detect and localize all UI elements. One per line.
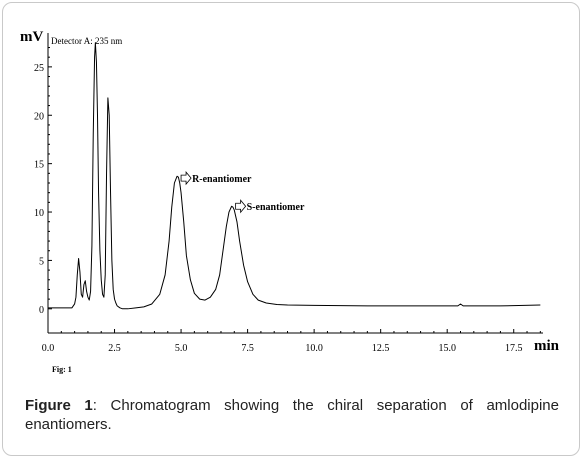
y-tick-label: 10	[34, 208, 44, 219]
y-tick-label: 25	[34, 63, 44, 74]
y-tick-label: 0	[39, 305, 44, 316]
annotation-label: S-enantiomer	[247, 202, 305, 213]
x-tick-label: 5.0	[175, 343, 188, 354]
caption-text: : Chromatogram showing the chiral separa…	[25, 397, 559, 433]
y-tick-label: 5	[39, 256, 44, 267]
peak-annotation: S-enantiomer	[235, 199, 305, 214]
arrow-icon	[180, 171, 192, 186]
arrow-icon	[235, 199, 247, 214]
annotation-label: R-enantiomer	[192, 174, 252, 185]
x-axis-label: min	[534, 338, 560, 354]
x-tick-label: 7.5	[241, 343, 254, 354]
chart-axes	[47, 33, 543, 334]
x-tick-label: 15.0	[438, 343, 456, 354]
detector-label: Detector A: 235 nm	[51, 36, 122, 46]
x-tick-label: 2.5	[108, 343, 121, 354]
figure-frame	[2, 2, 580, 456]
caption-label: Figure 1	[25, 397, 93, 414]
figure-caption: Figure 1: Chromatogram showing the chira…	[25, 396, 559, 434]
peak-annotation: R-enantiomer	[180, 171, 252, 186]
figure-label: Fig: 1	[52, 365, 72, 374]
y-tick-label: 15	[34, 160, 44, 171]
chart-ticks: 0 5 10 15 20 25 0.0 2.5 5.0 7.5 10.0 12.5 15.0 17.5	[34, 47, 541, 354]
chart-labels: mV min Detector A: 235 nm R-enantiomer S-ena…	[20, 29, 560, 374]
x-tick-label: 17.5	[505, 343, 523, 354]
x-tick-label: 0.0	[42, 343, 55, 354]
y-tick-label: 20	[34, 111, 44, 122]
plot-area	[48, 42, 541, 310]
x-tick-label: 10.0	[305, 343, 323, 354]
series-line	[48, 42, 541, 310]
x-tick-label: 12.5	[372, 343, 390, 354]
y-axis-label: mV	[20, 29, 43, 45]
